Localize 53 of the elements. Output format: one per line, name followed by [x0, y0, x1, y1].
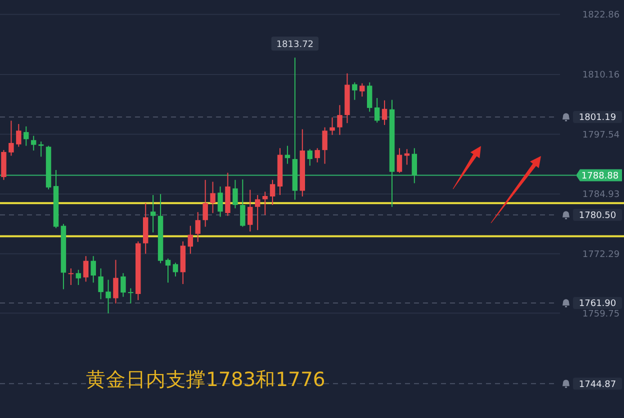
candlestick	[150, 194, 156, 233]
candlestick	[195, 212, 200, 242]
candlestick	[90, 256, 96, 284]
y-tick-label: 1784.93	[582, 190, 620, 200]
candlestick	[412, 148, 418, 184]
candlestick	[113, 259, 118, 304]
candlestick	[128, 288, 134, 304]
candlestick	[330, 116, 335, 136]
annotation: 1813.72	[276, 40, 314, 50]
y-tick-label: 1772.29	[582, 250, 620, 260]
candlestick	[30, 135, 36, 152]
candlestick	[210, 181, 216, 214]
candlestick	[172, 262, 178, 277]
candlestick	[188, 225, 194, 254]
candlestick	[165, 258, 171, 284]
candlestick	[337, 104, 342, 136]
ref-line-label: 1801.19	[578, 113, 616, 124]
ref-line-label: 1780.50	[578, 211, 616, 222]
candlestick	[360, 82, 365, 98]
ref-line-label: 1788.88	[581, 171, 619, 182]
candlestick	[16, 124, 22, 148]
candlestick	[322, 126, 328, 164]
candlestick	[202, 179, 208, 228]
candlestick	[254, 194, 260, 231]
y-tick-label: 1810.16	[582, 70, 620, 81]
candlestick	[38, 141, 44, 158]
ref-line-label: 1761.90	[578, 299, 616, 310]
y-tick-label: 1797.54	[582, 130, 620, 140]
candlestick	[76, 269, 82, 286]
candlestick	[24, 126, 29, 146]
candlestick	[374, 97, 380, 124]
candlestick	[248, 189, 253, 232]
candlestick	[262, 191, 268, 216]
candlestick	[382, 100, 388, 126]
candlestick	[83, 256, 88, 282]
candlestick	[366, 82, 372, 112]
candlestick	[240, 178, 246, 228]
candlestick	[106, 279, 111, 314]
candlestick	[8, 120, 14, 156]
y-tick-label: 1759.75	[582, 309, 620, 320]
candlestick	[307, 148, 312, 166]
candlestick	[68, 268, 74, 286]
y-tick-label: 1822.86	[582, 10, 620, 21]
ref-line-label: 1744.87	[578, 380, 616, 390]
candlestick	[218, 186, 223, 218]
candlestick	[314, 148, 320, 163]
annotation: 黄金日内支撑1783和1776	[86, 368, 326, 391]
candlestick	[120, 272, 126, 298]
candlestick	[270, 179, 276, 206]
candlestick	[352, 82, 358, 100]
candlestick	[232, 179, 238, 209]
candlestick	[98, 268, 104, 300]
candlestick	[396, 148, 402, 174]
